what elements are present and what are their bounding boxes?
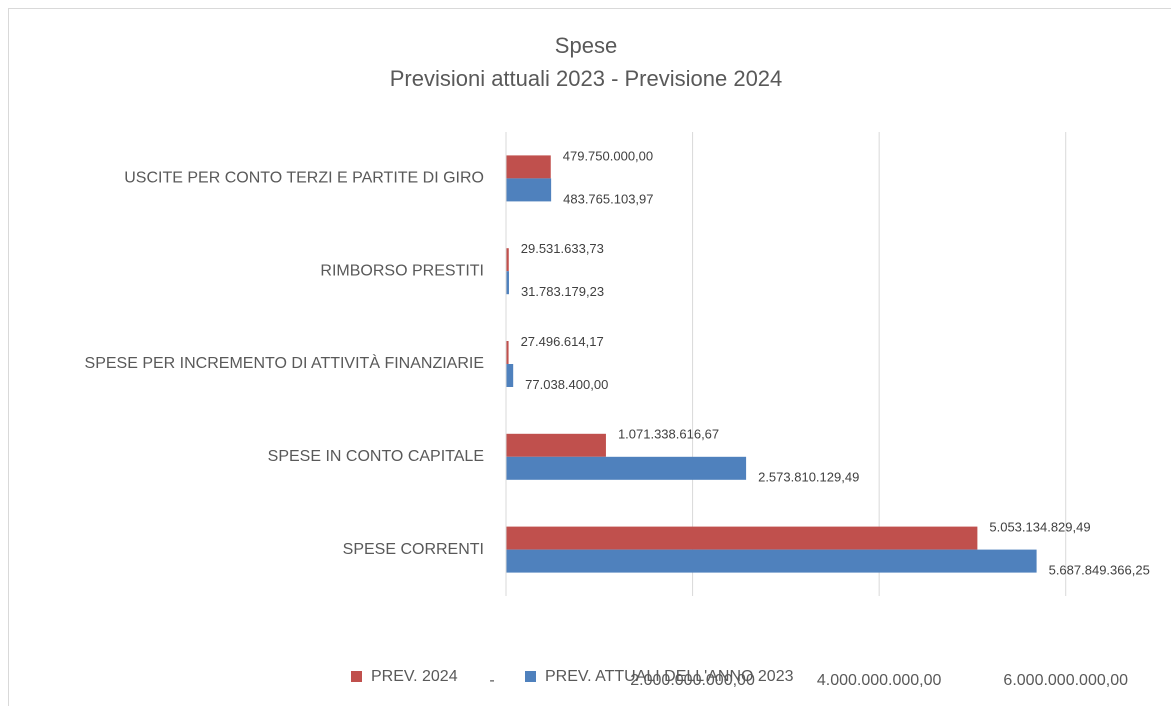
bar bbox=[506, 526, 978, 550]
bar bbox=[506, 549, 1037, 573]
category-label: USCITE PER CONTO TERZI E PARTITE DI GIRO bbox=[124, 170, 484, 187]
value-label: 77.038.400,00 bbox=[525, 377, 608, 392]
bar bbox=[506, 155, 551, 179]
value-label: 5.687.849.366,25 bbox=[1049, 563, 1150, 578]
value-label: 483.765.103,97 bbox=[563, 191, 653, 206]
category-label: SPESE PER INCREMENTO DI ATTIVITÀ FINANZI… bbox=[85, 353, 484, 372]
legend-swatch bbox=[351, 671, 362, 682]
chart-title: Spese bbox=[555, 33, 617, 58]
bar bbox=[506, 433, 606, 457]
value-label: 479.750.000,00 bbox=[563, 148, 653, 163]
value-label: 31.783.179,23 bbox=[521, 284, 604, 299]
bar bbox=[506, 271, 509, 295]
value-label: 2.573.810.129,49 bbox=[758, 470, 859, 485]
bar bbox=[506, 248, 509, 272]
value-label: 1.071.338.616,67 bbox=[618, 427, 719, 442]
category-label: SPESE IN CONTO CAPITALE bbox=[268, 448, 484, 465]
value-label: 27.496.614,17 bbox=[521, 334, 604, 349]
chart-subtitle: Previsioni attuali 2023 - Previsione 202… bbox=[390, 66, 783, 91]
x-tick-label: 6.000.000.000,00 bbox=[1003, 672, 1128, 689]
value-label: 5.053.134.829,49 bbox=[989, 520, 1090, 535]
bar bbox=[506, 364, 514, 387]
chart-frame bbox=[8, 8, 1171, 706]
value-label: 29.531.633,73 bbox=[521, 241, 604, 256]
bar bbox=[506, 178, 552, 202]
bar bbox=[506, 341, 509, 364]
bar bbox=[506, 456, 747, 480]
x-tick-label: 2.000.000.000,00 bbox=[630, 672, 755, 689]
x-tick-label: - bbox=[489, 672, 494, 689]
category-label: SPESE CORRENTI bbox=[343, 541, 484, 558]
legend-label: PREV. ATTUALI DELL'ANNO 2023 bbox=[545, 668, 794, 685]
legend-label: PREV. 2024 bbox=[371, 668, 458, 685]
legend-swatch bbox=[525, 671, 536, 682]
x-tick-label: 4.000.000.000,00 bbox=[817, 672, 942, 689]
category-label: RIMBORSO PRESTITI bbox=[320, 262, 484, 279]
